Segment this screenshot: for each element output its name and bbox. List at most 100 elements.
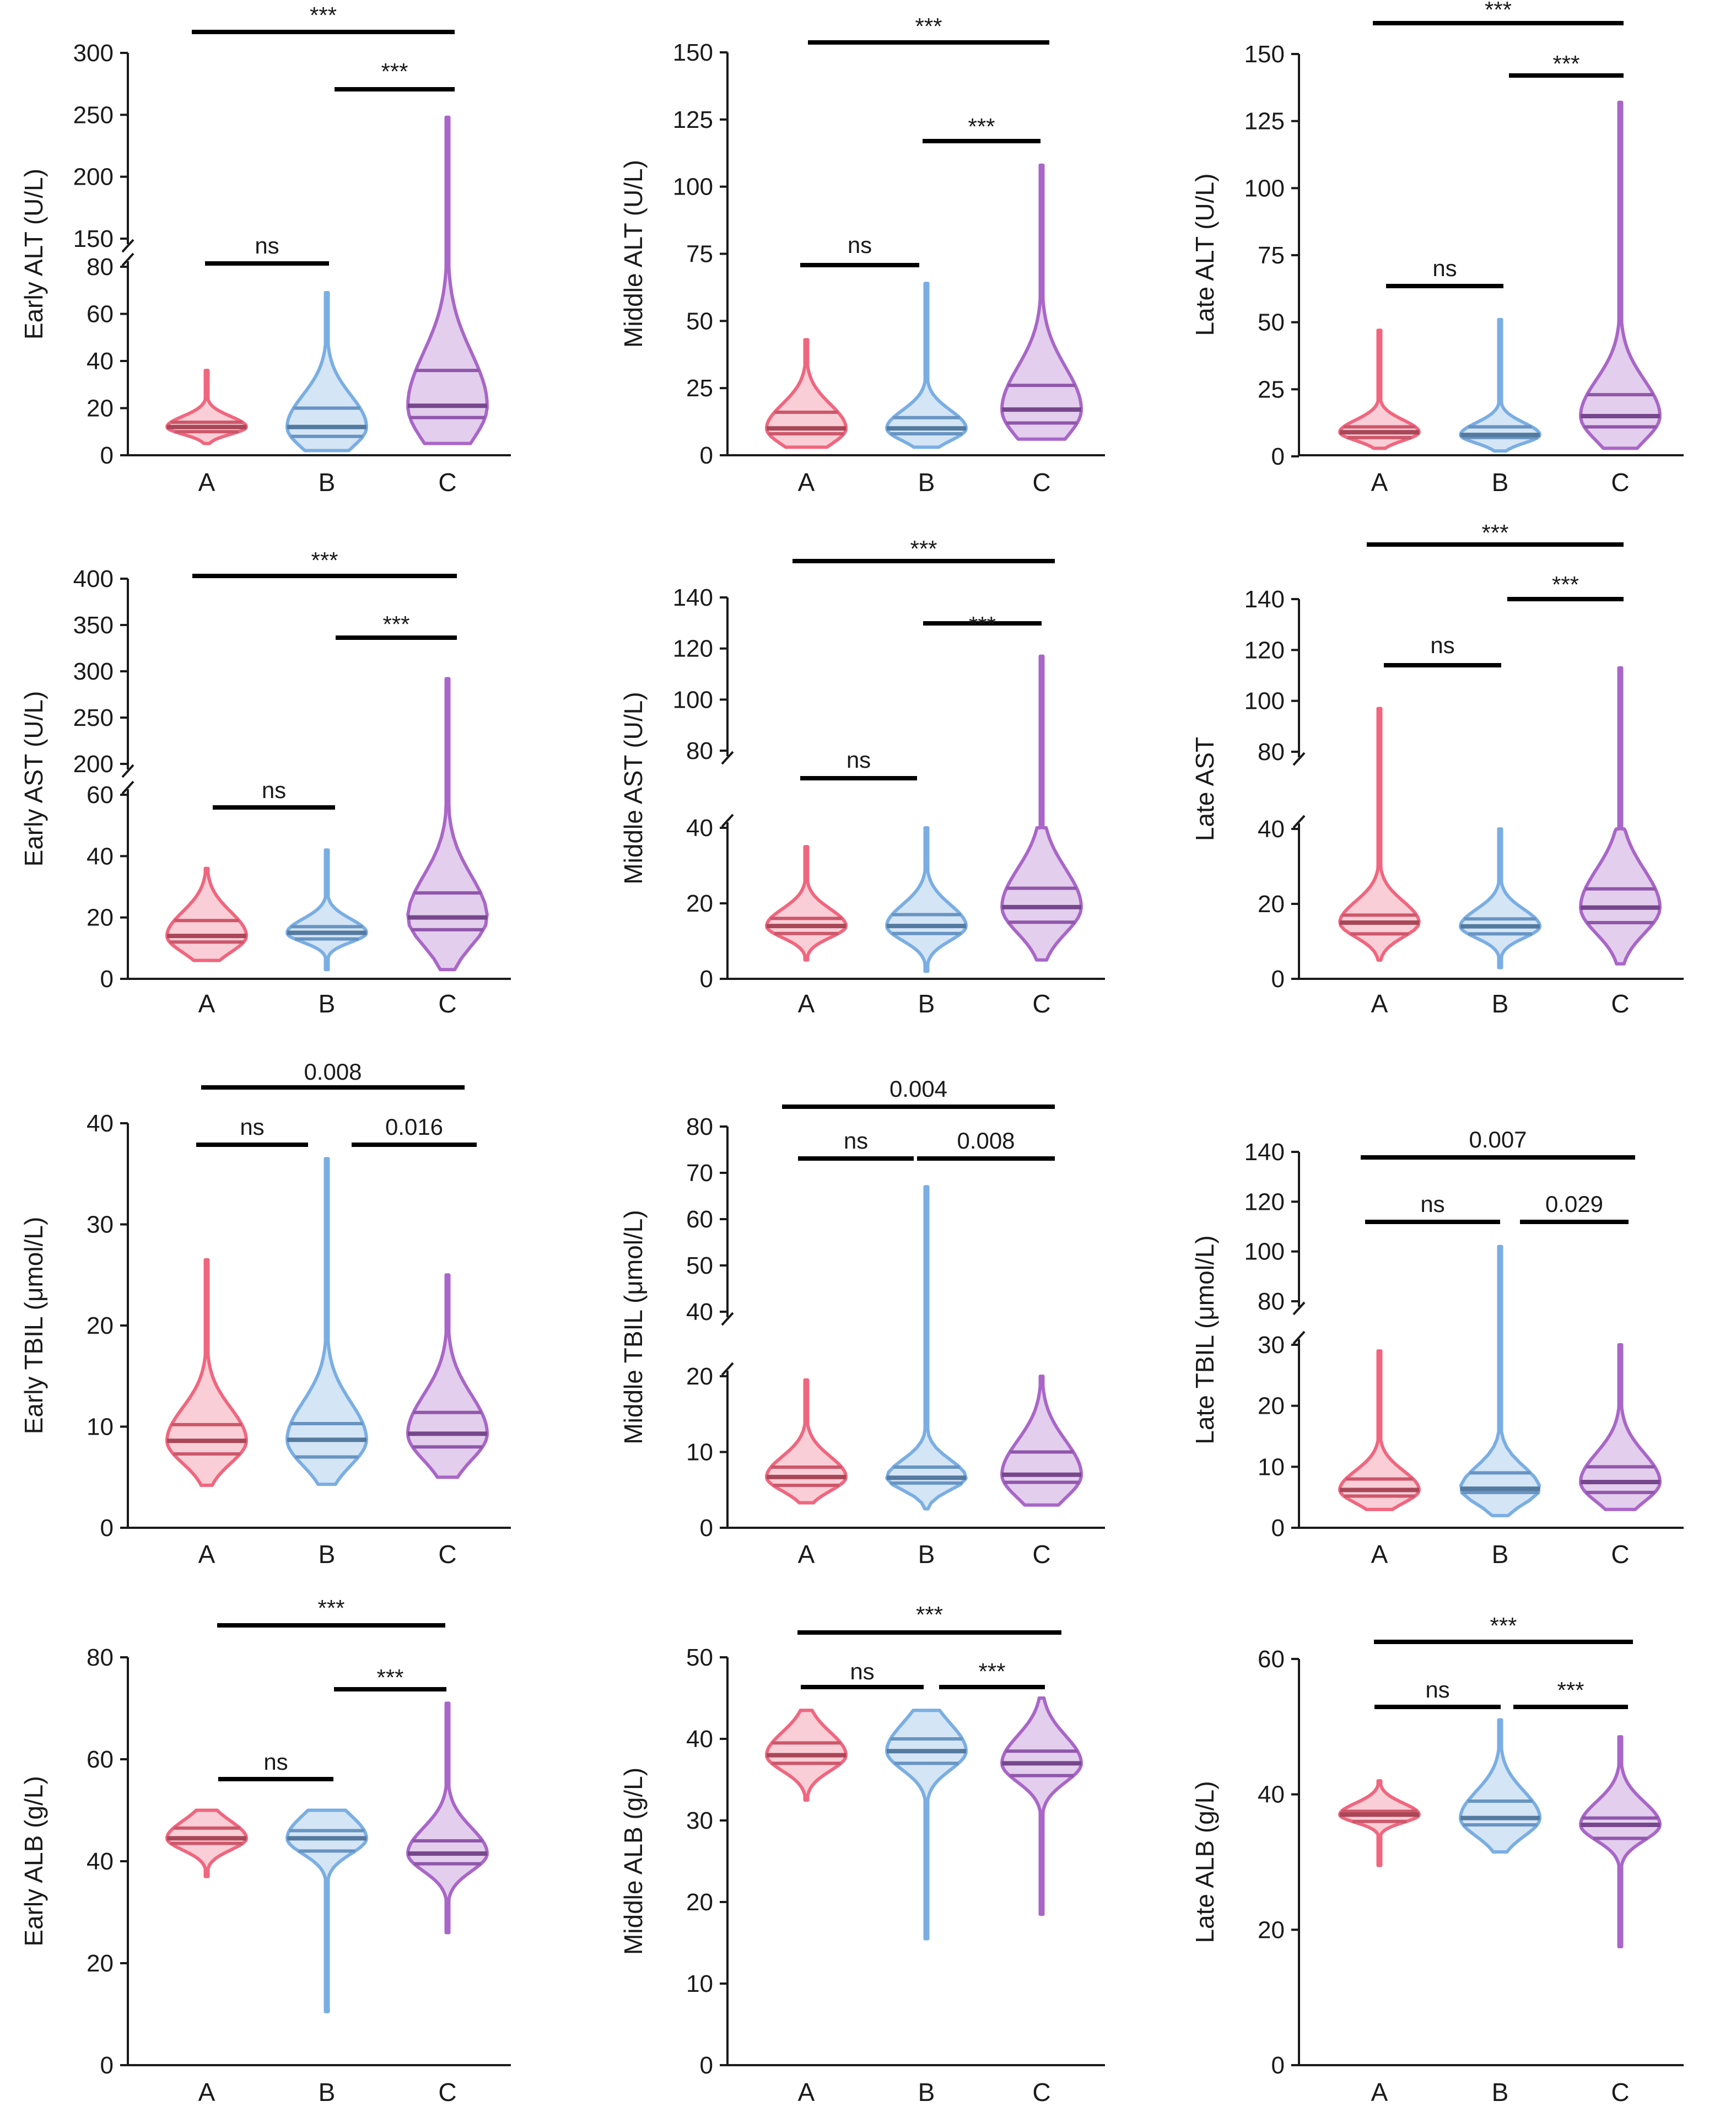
y-axis-label: Middle AST (U/L) [619, 692, 648, 884]
violin-body [765, 338, 848, 449]
x-tick-label: A [1371, 2078, 1388, 2106]
significance-label: 0.007 [1469, 1127, 1527, 1152]
violin-A [165, 866, 248, 962]
y-axis-label: Middle TBIL (μmol/L) [619, 1210, 648, 1444]
significance-bracket: ns [801, 1658, 924, 1689]
x-tick-label: C [438, 1540, 456, 1569]
y-tick-label: 10 [686, 1439, 713, 1466]
significance-bracket: *** [1507, 572, 1624, 601]
significance-bracket: ns [196, 1114, 308, 1147]
significance-bracket: *** [1367, 520, 1624, 547]
y-tick-label: 40 [1258, 1781, 1285, 1808]
violin-body [1338, 1349, 1421, 1511]
violin-C [1579, 666, 1662, 966]
y-tick-label: 50 [1258, 309, 1285, 336]
violin-B [885, 282, 968, 449]
y-tick-label: 25 [686, 375, 713, 402]
violin-body [285, 1808, 368, 2013]
x-tick-label: B [319, 989, 336, 1018]
y-tick-label: 100 [1244, 688, 1285, 715]
violin-A [165, 1808, 248, 1878]
x-tick-label: C [1611, 989, 1629, 1018]
y-tick-label: 20 [686, 1889, 713, 1916]
y-tick-label: 0 [100, 2052, 114, 2079]
significance-label: 0.008 [304, 1059, 362, 1085]
significance-bracket: *** [808, 13, 1049, 45]
y-tick-label: 20 [87, 395, 114, 422]
y-tick-label: 0 [1271, 966, 1285, 993]
x-tick-label: C [438, 989, 456, 1018]
y-tick-label: 50 [686, 1644, 713, 1671]
y-tick-label: 250 [73, 704, 114, 731]
x-tick-label: A [198, 2078, 215, 2106]
violin-panel: 0 10 20 40 50 60 70 80 Middle TBIL (μmol/L) A B C 0.… [619, 1076, 1105, 1569]
y-tick-label: 50 [686, 308, 713, 335]
significance-label: ns [1425, 1677, 1449, 1702]
violin-B [1459, 1718, 1541, 1854]
significance-label: *** [910, 536, 937, 562]
significance-label: 0.004 [889, 1076, 947, 1102]
y-tick-label: 400 [73, 565, 114, 592]
y-tick-label: 10 [686, 1970, 713, 1997]
significance-label: *** [311, 547, 338, 573]
y-tick-label: 50 [686, 1252, 713, 1279]
violin-panel: 0 20 40 60 80 Early ALB (g/L) A B C *** *** ns [19, 1595, 511, 2106]
y-tick-label: 0 [100, 442, 114, 469]
x-tick-label: A [1371, 1540, 1388, 1569]
x-tick-label: A [798, 468, 815, 497]
y-tick-label: 0 [1271, 443, 1285, 470]
x-tick-label: C [1032, 468, 1050, 497]
y-tick-label: 20 [686, 1363, 713, 1390]
significance-bracket: *** [192, 2, 455, 34]
violin-body [165, 866, 248, 962]
significance-bracket: *** [336, 611, 457, 640]
y-tick-label: 250 [73, 101, 114, 128]
y-tick-label: 125 [1244, 108, 1285, 135]
y-tick-label: 80 [1258, 739, 1285, 766]
y-tick-label: 200 [73, 164, 114, 191]
significance-label: *** [916, 1602, 943, 1628]
significance-label: ns [1420, 1191, 1444, 1217]
y-tick-label: 300 [73, 658, 114, 685]
y-tick-label: 120 [1244, 637, 1285, 664]
y-tick-label: 20 [1258, 1393, 1285, 1420]
x-tick-label: C [1611, 2078, 1629, 2106]
y-tick-label: 80 [1258, 1288, 1285, 1315]
violin-A [1338, 1349, 1421, 1511]
significance-label: 0.029 [1545, 1191, 1603, 1217]
y-axis-label: Late AST [1190, 737, 1219, 841]
violin-body [1579, 666, 1662, 966]
violin-body [1459, 1718, 1541, 1854]
violin-C [406, 115, 489, 445]
significance-bracket: 0.004 [782, 1076, 1055, 1109]
violin-A [1338, 1779, 1421, 1867]
violin-A [765, 1378, 848, 1505]
x-tick-label: B [1492, 2078, 1509, 2106]
violin-A [765, 338, 848, 449]
significance-bracket: *** [1509, 51, 1624, 78]
y-tick-label: 25 [1258, 376, 1285, 403]
violin-C [1000, 1696, 1083, 1916]
violin-A [165, 369, 248, 445]
x-tick-label: B [918, 2078, 935, 2106]
y-tick-label: 100 [1244, 175, 1285, 202]
x-tick-label: C [1032, 2078, 1050, 2106]
violin-body [1000, 1696, 1083, 1916]
violin-body [285, 848, 368, 972]
y-tick-label: 30 [87, 1211, 114, 1238]
violin-panel: 0 20 40 80 100 120 140 Middle AST (U/L) A B C *** **… [619, 536, 1105, 1018]
y-tick-label: 150 [73, 225, 114, 252]
violin-body [285, 1157, 368, 1486]
violin-body [885, 826, 968, 973]
x-tick-label: B [918, 989, 935, 1018]
violin-B [1459, 317, 1541, 453]
significance-bracket: ns [800, 232, 919, 267]
axis-break-mark [121, 239, 134, 253]
y-axis-label: Middle ALT (U/L) [619, 160, 648, 348]
violin-panel: 0 10 20 30 80 100 120 140 Late TBIL (μmol/L) A B C 0… [1190, 1127, 1684, 1569]
y-tick-label: 140 [1244, 1139, 1285, 1166]
x-tick-label: A [198, 468, 215, 497]
x-tick-label: B [319, 1540, 336, 1569]
